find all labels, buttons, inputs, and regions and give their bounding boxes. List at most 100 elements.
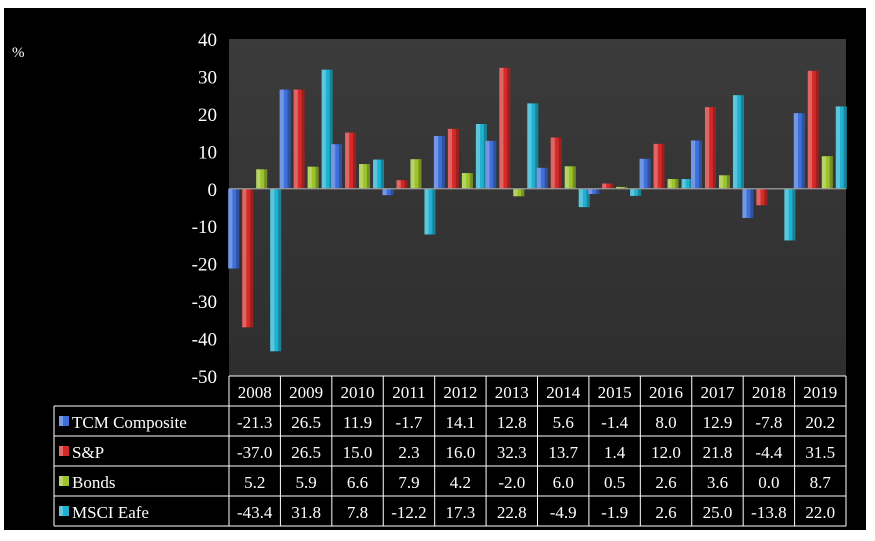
bar-body [321,69,333,189]
data-label: -12.2 [391,503,426,522]
bar-shade [250,188,254,328]
data-label: 1.4 [604,443,626,462]
y-tick-label: -20 [192,255,217,276]
bar-body [718,175,730,189]
category-label: 2008 [238,383,272,402]
bar-body [550,137,562,189]
bar-highlight [718,175,724,189]
bar-body [396,180,408,189]
bar-highlight [242,188,247,328]
bar [513,188,525,197]
legend-swatch [59,446,69,456]
bar-highlight [732,95,738,189]
category-label: 2019 [803,383,837,402]
bar-highlight [588,188,593,195]
bar [270,188,282,352]
bar-highlight [835,106,840,189]
y-tick-label: 10 [198,142,217,163]
bar-shade [338,144,343,189]
bar-shade [544,167,548,189]
bar [396,180,408,189]
bar-body [461,173,473,189]
bar [564,166,576,189]
bar-shade [521,188,525,197]
bar-body [228,188,240,269]
data-label: -37.0 [237,443,272,462]
data-label: -1.4 [601,413,628,432]
bar [718,175,730,189]
data-label: -7.8 [755,413,782,432]
bar-body [588,188,600,195]
data-label: 12.9 [703,413,733,432]
bar-shade [675,179,679,189]
data-label: -1.9 [601,503,628,522]
bar-shade [638,188,642,196]
bar-body [756,188,768,206]
legend-label: TCM Composite [72,413,187,432]
bar-shade [236,188,240,269]
bar-highlight [690,140,696,189]
bar-shade [624,186,628,189]
bar-shade [535,103,539,189]
bar-shade [829,156,833,189]
bar-shade [572,166,576,189]
category-label: 2015 [598,383,632,402]
bar-highlight [293,89,298,189]
bar-body [242,188,254,328]
bar-highlight [513,188,518,197]
bar [807,70,819,189]
bar-shade [278,188,282,352]
legend-entry: MSCI Eafe [59,503,149,522]
bar [690,140,702,189]
bar-shade [726,175,730,189]
bar [793,113,805,189]
category-label: 2009 [289,383,323,402]
data-label: -4.4 [755,443,782,462]
bar-body [513,188,525,197]
bar-body [307,166,319,189]
category-label: 2014 [546,383,581,402]
bar-highlight [821,156,826,189]
bar-shade [586,188,590,208]
data-label: 3.6 [707,473,728,492]
bar-highlight [447,128,453,189]
bar-body [807,70,819,189]
category-label: 2012 [443,383,477,402]
bar [331,144,343,189]
data-label: 31.8 [291,503,321,522]
bar-shade [404,180,408,189]
category-label: 2016 [649,383,683,402]
bar-highlight [667,179,672,189]
bar [475,123,487,189]
bar-body [256,169,268,189]
bar-body [681,179,693,189]
data-label: 8.0 [655,413,676,432]
legend-label: MSCI Eafe [72,503,149,522]
data-label: 25.0 [703,503,733,522]
data-label: -4.9 [550,503,577,522]
bar [667,179,679,189]
bar [681,179,693,189]
bar-highlight [331,144,336,189]
bar [293,89,305,189]
data-label: 7.9 [398,473,419,492]
y-tick-label: -40 [192,330,217,351]
bar-shade [801,113,805,189]
bar [742,188,754,218]
bar-highlight [536,167,541,189]
bar [602,183,614,189]
bar [279,89,291,189]
data-label: 8.7 [810,473,832,492]
bar-body [742,188,754,218]
bar-shade [301,89,305,189]
bar-highlight [396,180,401,189]
bar [835,106,847,189]
data-label: 21.8 [703,443,733,462]
chart-frame: % 40 30 20 10 0 -10 -20 -30 -40 -50 2008 2009 2010 20… [4,8,866,530]
data-label: -1.7 [395,413,422,432]
bar-highlight [279,89,284,189]
bar [359,164,371,189]
data-label: 12.8 [497,413,527,432]
data-label: 5.6 [553,413,574,432]
